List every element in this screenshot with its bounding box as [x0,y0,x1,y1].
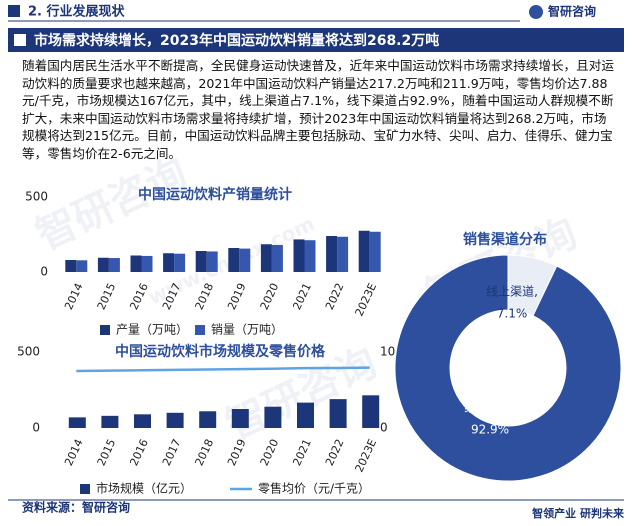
x-tick-label: 2022 [323,281,347,312]
legend-swatch [80,484,90,494]
slice-label: 线上渠道, [486,285,538,299]
bar [362,395,380,428]
bar [134,414,151,428]
line [76,366,370,373]
bar [141,255,153,272]
x-tick-label: 2015 [95,437,119,468]
slogan: 智领产业 研判未来 [532,506,625,520]
y-tick-label: 0 [32,421,40,435]
section-title: 2. 行业发展现状 [28,4,126,20]
y-tick-label: 0 [40,265,48,279]
x-tick-label: 2020 [258,437,282,468]
bar [358,230,370,272]
bar [174,253,186,272]
bar [304,240,316,272]
bar [195,251,207,272]
legend-swatch [195,325,205,335]
section-icon [8,5,20,17]
slice-value: 92.9% [471,423,509,437]
body-text: 随着国内居民生活水平不断提高，全民健身运动快速普及，近年来中国运动饮料市场需求持… [22,58,614,161]
legend-label: 产量（万吨） [116,323,188,337]
bar [337,236,349,272]
bar [271,245,283,272]
slice-value: 7.1% [497,307,528,321]
x-tick-label: 2018 [193,437,217,468]
x-tick-label: 2023E [353,437,380,474]
x-tick-label: 2014 [62,437,86,468]
x-tick-label: 2017 [160,437,184,468]
title-bar [8,28,624,52]
y-tick-label: 500 [17,345,40,359]
bar [68,417,86,428]
bar [76,260,88,272]
bar [260,244,272,272]
bar [101,415,119,428]
chart-title: 中国运动饮料市场规模及零售价格 [115,343,326,360]
bar [163,253,175,272]
title-icon [14,34,26,46]
bar [65,260,77,272]
logo: 智研咨询 [547,4,596,19]
y-tick-label: 500 [25,190,48,204]
bar [239,248,251,272]
y2-tick-label: 0 [380,421,388,435]
bar [326,236,338,272]
bar [231,409,249,428]
y2-tick-label: 10 [380,345,395,359]
x-tick-label: 2021 [290,437,314,468]
bar [108,258,120,272]
legend-label: 市场规模（亿元） [96,481,192,496]
bar [130,255,142,272]
logo-icon [529,5,543,19]
bar [297,402,314,428]
bar [228,248,240,272]
x-tick-label: 2014 [62,281,86,312]
chart-title: 中国运动饮料产销量统计 [138,186,292,203]
bar [206,251,218,272]
bar [329,399,347,428]
x-tick-label: 2021 [290,281,314,312]
bar [369,231,381,272]
x-tick-label: 2023E [353,281,380,318]
x-tick-label: 2019 [225,437,249,468]
bar [264,406,282,428]
legend-label: 零售均价（元/千克） [258,481,370,496]
x-tick-label: 2016 [127,437,151,468]
page-title: 市场需求持续增长，2023年中国运动饮料销量将达到268.2万吨 [34,32,439,49]
pie-slice [394,254,622,482]
bar [293,239,305,272]
chart-title: 销售渠道分布 [463,231,547,248]
watermark: 智研咨询 [29,150,193,259]
bar [166,412,184,428]
x-tick-label: 2020 [258,281,282,312]
x-tick-label: 2022 [323,437,347,468]
source: 资料来源：智研咨询 [22,500,130,515]
slice-label: 线下渠道, [464,401,516,415]
legend-swatch [100,325,110,335]
legend-label: 销量（万吨） [211,323,283,337]
bar [199,411,217,428]
x-tick-label: 2019 [225,281,249,312]
bar [97,257,109,272]
x-tick-label: 2015 [95,281,119,312]
